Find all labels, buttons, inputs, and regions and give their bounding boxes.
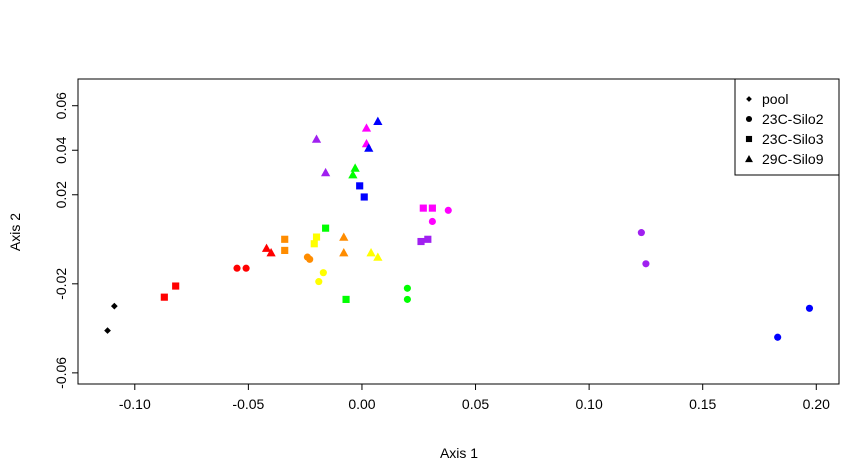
x-tick-label: 0.10 bbox=[575, 396, 602, 412]
data-point-triangle bbox=[261, 243, 272, 252]
data-point-triangle bbox=[320, 167, 331, 177]
legend-label: pool bbox=[762, 91, 788, 107]
data-point-square bbox=[312, 233, 321, 241]
data-point-triangle bbox=[266, 248, 276, 257]
data-point-square bbox=[417, 237, 425, 246]
data-point-square bbox=[342, 295, 350, 303]
data-point-square bbox=[281, 246, 289, 254]
legend-label: 23C-Silo3 bbox=[762, 131, 824, 147]
data-point-triangle bbox=[361, 123, 372, 132]
data-point-circle bbox=[315, 278, 323, 286]
data-point-circle bbox=[306, 255, 314, 263]
data-point-triangle bbox=[339, 232, 349, 241]
legend-square-icon bbox=[745, 135, 753, 143]
data-point-triangle bbox=[364, 143, 374, 152]
x-tick-label: 0.00 bbox=[348, 396, 375, 412]
x-tick-label: 0.15 bbox=[689, 396, 716, 412]
data-point-circle bbox=[774, 333, 782, 341]
data-point-circle bbox=[403, 284, 411, 292]
legend: pool 23C-Silo2 23C-Silo3 29C-Silo9 bbox=[734, 78, 840, 176]
data-point-circle bbox=[444, 206, 452, 214]
data-point-circle bbox=[403, 295, 411, 303]
x-tick-label: 0.05 bbox=[462, 396, 489, 412]
data-point-circle bbox=[637, 229, 645, 237]
data-point-circle bbox=[233, 264, 241, 272]
data-point-triangle bbox=[348, 170, 358, 179]
y-axis-title: Axis 2 bbox=[7, 213, 23, 251]
data-point-square bbox=[310, 240, 318, 248]
legend-box bbox=[734, 78, 840, 176]
data-point-triangle bbox=[373, 116, 383, 125]
data-point-square bbox=[322, 224, 330, 232]
y-tick-label: 0.04 bbox=[53, 136, 69, 163]
x-axis-title: Axis 1 bbox=[440, 445, 478, 461]
data-point-diamond bbox=[104, 327, 111, 334]
legend-items: pool 23C-Silo2 23C-Silo3 29C-Silo9 bbox=[745, 91, 824, 167]
data-point-square bbox=[172, 282, 180, 290]
data-point-triangle bbox=[311, 134, 322, 143]
y-axis: -0.06 -0.02 0.02 0.04 0.06 bbox=[53, 92, 78, 389]
y-tick-label: -0.06 bbox=[53, 357, 69, 389]
legend-label: 29C-Silo9 bbox=[762, 151, 824, 167]
legend-label: 23C-Silo2 bbox=[762, 111, 824, 127]
data-point-triangle bbox=[373, 252, 383, 261]
data-point-triangle bbox=[339, 248, 349, 257]
data-point-triangle bbox=[350, 163, 360, 172]
plot-frame bbox=[77, 78, 840, 385]
data-point-diamond bbox=[110, 302, 118, 310]
data-point-square bbox=[360, 193, 368, 201]
x-axis: -0.10 -0.05 0.00 0.05 0.10 0.15 0.20 bbox=[119, 384, 830, 412]
data-point-square bbox=[356, 182, 364, 190]
legend-circle-icon bbox=[745, 115, 753, 123]
y-tick-label: -0.02 bbox=[53, 268, 69, 300]
data-points bbox=[104, 116, 814, 341]
y-tick-label: 0.02 bbox=[53, 181, 69, 208]
data-point-circle bbox=[642, 260, 650, 268]
data-point-circle bbox=[242, 264, 250, 272]
data-point-circle bbox=[428, 217, 436, 226]
legend-triangle-icon bbox=[745, 155, 753, 163]
x-tick-label: -0.10 bbox=[119, 396, 151, 412]
data-point-square bbox=[424, 235, 432, 243]
data-point-square bbox=[160, 293, 168, 301]
data-point-square bbox=[281, 235, 289, 243]
data-point-circle bbox=[805, 304, 814, 312]
data-point-square bbox=[428, 204, 436, 212]
x-tick-label: -0.05 bbox=[232, 396, 264, 412]
data-point-circle bbox=[319, 269, 327, 277]
legend-diamond-icon bbox=[746, 96, 752, 102]
x-tick-label: 0.20 bbox=[803, 396, 830, 412]
data-point-triangle bbox=[366, 248, 376, 257]
y-tick-label: 0.06 bbox=[53, 92, 69, 119]
data-point-square bbox=[419, 204, 427, 212]
